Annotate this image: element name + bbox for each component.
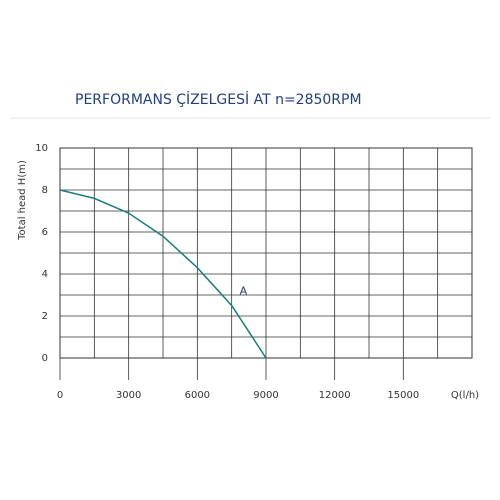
- x-tick-label: 15000: [387, 390, 419, 401]
- y-tick-label: 10: [35, 143, 48, 154]
- y-tick-label: 0: [42, 353, 48, 364]
- x-tick-label: 12000: [319, 390, 351, 401]
- y-tick-label: 6: [42, 227, 48, 238]
- x-tick-label: 0: [57, 390, 63, 401]
- y-tick-label: 4: [42, 269, 48, 280]
- curve-label: A: [240, 285, 248, 298]
- x-tick-label: 6000: [185, 390, 210, 401]
- y-axis-label: Total head H(m): [17, 160, 28, 241]
- chart-title: PERFORMANS ÇİZELGESİ AT n=2850RPM: [75, 90, 362, 108]
- x-tick-label: 3000: [116, 390, 141, 401]
- y-tick-label: 2: [42, 311, 48, 322]
- x-axis-label: Q(l/h): [451, 390, 479, 401]
- x-tick-label: 9000: [253, 390, 278, 401]
- y-tick-label: 8: [42, 185, 48, 196]
- curve: [59, 189, 267, 359]
